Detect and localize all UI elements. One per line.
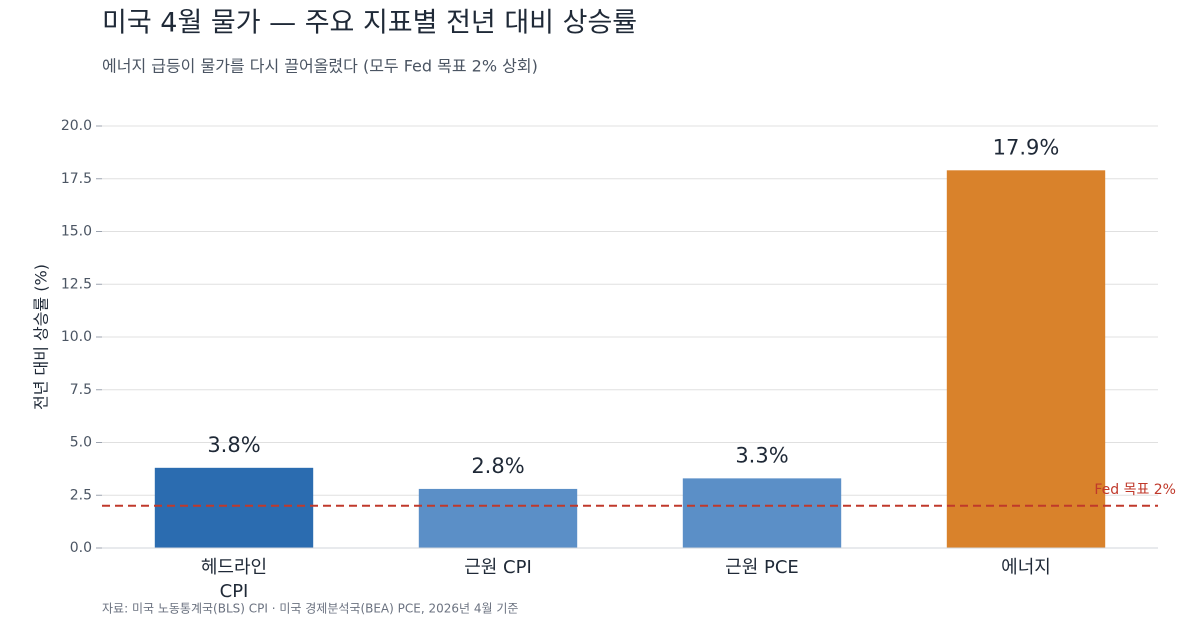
bar <box>418 488 578 548</box>
y-tick-label: 5.0 <box>70 435 92 451</box>
y-tick-label: 12.5 <box>61 276 92 292</box>
y-tick-label: 2.5 <box>70 487 92 503</box>
y-tick-label: 17.5 <box>61 171 92 187</box>
bar <box>946 170 1106 548</box>
value-label: 3.3% <box>735 443 788 467</box>
value-label: 17.9% <box>993 135 1060 159</box>
reference-label: Fed 목표 2% <box>1094 482 1176 498</box>
y-tick-label: 7.5 <box>70 382 92 398</box>
x-tick-label: 에너지 <box>1001 557 1051 578</box>
bar <box>682 478 842 548</box>
chart-title: 미국 4월 물가 — 주요 지표별 전년 대비 상승률 <box>102 8 637 39</box>
x-tick-label: 헤드라인 CPI <box>201 557 267 602</box>
value-label: 2.8% <box>471 454 524 478</box>
y-tick-label: 15.0 <box>61 224 92 240</box>
x-tick-label: 근원 CPI <box>464 557 532 578</box>
bar <box>154 467 314 548</box>
source-note: 자료: 미국 노동통계국(BLS) CPI · 미국 경제분석국(BEA) PC… <box>102 602 518 616</box>
value-label: 3.8% <box>207 433 260 457</box>
chart-subtitle: 에너지 급등이 물가를 다시 끌어올렸다 (모두 Fed 목표 2% 상회) <box>102 57 538 76</box>
y-tick-label: 0.0 <box>70 540 92 556</box>
y-tick-label: 20.0 <box>61 118 92 134</box>
x-tick-label: 근원 PCE <box>725 557 799 578</box>
y-axis-label: 전년 대비 상승률 (%) <box>32 264 51 410</box>
y-tick-label: 10.0 <box>61 329 92 345</box>
